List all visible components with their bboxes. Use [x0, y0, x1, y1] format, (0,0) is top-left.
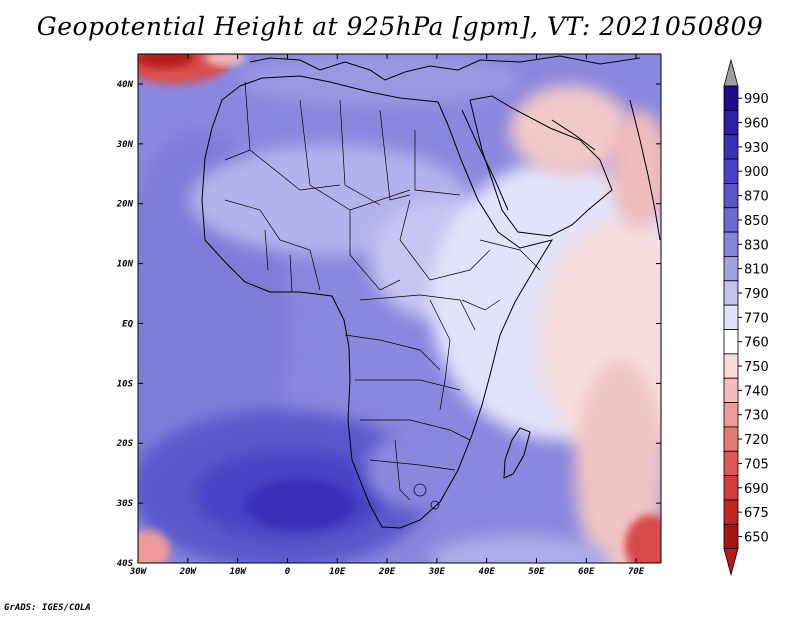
lat-tick-label: 40N [117, 80, 134, 90]
europe-coastline [249, 55, 641, 81]
india-coast [629, 99, 661, 241]
colorbar-swatch [723, 523, 739, 550]
colorbar-swatch [723, 426, 739, 452]
axis-layer: 30W 20W 10W 0 10E 20E 30E 40E 50E 60E 70E 40N 30N 20N… [116, 54, 661, 577]
lat-tick-label: 10S [117, 379, 134, 389]
colorbar-label: 740 [744, 384, 769, 399]
madagascar-coastline [503, 427, 531, 479]
colorbar-label: 990 [744, 92, 769, 107]
colorbar-label: 900 [744, 165, 769, 180]
lon-tick-label: 20E [378, 567, 396, 577]
lon-tick-label: 30E [428, 567, 446, 577]
colorbar-label: 830 [744, 238, 769, 253]
colorbar-label: 705 [744, 457, 769, 472]
lon-tick-label: 50E [528, 567, 545, 577]
lon-tick-label: 60E [578, 567, 595, 577]
grads-credit: GrADS: IGES/COLA [4, 603, 91, 613]
colorbar-swatch [723, 499, 739, 525]
colorbar-swatch [723, 182, 739, 209]
map-frame [137, 53, 662, 564]
colorbar-top-arrow [723, 58, 739, 87]
lon-tick-label: 10W [229, 567, 247, 577]
africa-coastline [201, 75, 554, 529]
lat-tick-label: 10N [117, 260, 134, 270]
lat-tick-label: 20S [116, 439, 134, 449]
colorbar-label: 810 [744, 263, 769, 278]
lat-tick-label: 30S [116, 499, 134, 509]
coastlines [201, 55, 661, 529]
colorbar-label: 770 [744, 311, 769, 326]
colorbar-label: 750 [744, 360, 769, 375]
colorbar-label: 720 [744, 433, 769, 448]
lon-tick-label: 70E [628, 567, 645, 577]
colorbar-swatch [723, 231, 739, 257]
arabia-coastline [469, 95, 613, 237]
colorbar-swatch [723, 304, 739, 330]
colorbar-swatch [723, 402, 739, 428]
lon-tick-label: 0 [285, 567, 291, 577]
colorbar-bottom-arrow [723, 548, 739, 577]
colorbar-swatch [723, 280, 739, 306]
chart-title: Geopotential Height at 925hPa [gpm], VT:… [36, 12, 764, 41]
colorbar-label: 930 [744, 141, 769, 156]
colorbar-swatch [723, 109, 739, 136]
colorbar-label: 850 [744, 214, 769, 229]
colorbar-swatch [723, 134, 739, 160]
lat-tick-label: EQ [122, 319, 133, 329]
lon-tick-label: 30W [129, 567, 148, 577]
colorbar-swatch [723, 450, 739, 477]
colorbar-swatch [723, 353, 739, 379]
colorbar-label: 730 [744, 409, 769, 424]
colorbar-swatch [723, 85, 739, 111]
colorbar: 990 960 930 900 870 850 830 810 790 770 760 750 740 7… [723, 58, 769, 577]
colorbar-swatch [723, 158, 739, 184]
lat-tick-label: 30N [116, 140, 134, 150]
country-borders [224, 81, 541, 510]
colorbar-label: 870 [744, 190, 769, 205]
arabian-gulf [551, 119, 596, 151]
lon-tick-label: 10E [329, 567, 346, 577]
colorbar-label: 790 [744, 287, 769, 302]
colorbar-label: 760 [744, 336, 769, 351]
colorbar-label: 960 [744, 117, 769, 132]
colorbar-label: 650 [744, 530, 769, 545]
lat-tick-label: 20N [116, 200, 134, 210]
height-field [138, 54, 661, 563]
colorbar-swatch [723, 329, 739, 355]
colorbar-swatch [723, 256, 739, 282]
lat-tick-label: 40S [117, 559, 134, 569]
lon-tick-label: 20W [179, 567, 198, 577]
colorbar-swatch [723, 207, 739, 233]
colorbar-swatch [723, 475, 739, 501]
colorbar-swatch [723, 377, 739, 403]
red-sea [461, 109, 509, 211]
lon-tick-label: 40E [479, 567, 496, 577]
colorbar-label: 675 [744, 506, 769, 521]
colorbar-label: 690 [744, 482, 769, 497]
